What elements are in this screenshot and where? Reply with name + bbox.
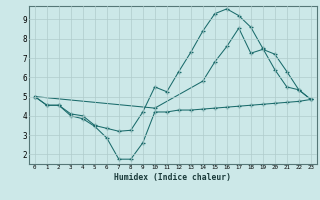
X-axis label: Humidex (Indice chaleur): Humidex (Indice chaleur) <box>114 173 231 182</box>
